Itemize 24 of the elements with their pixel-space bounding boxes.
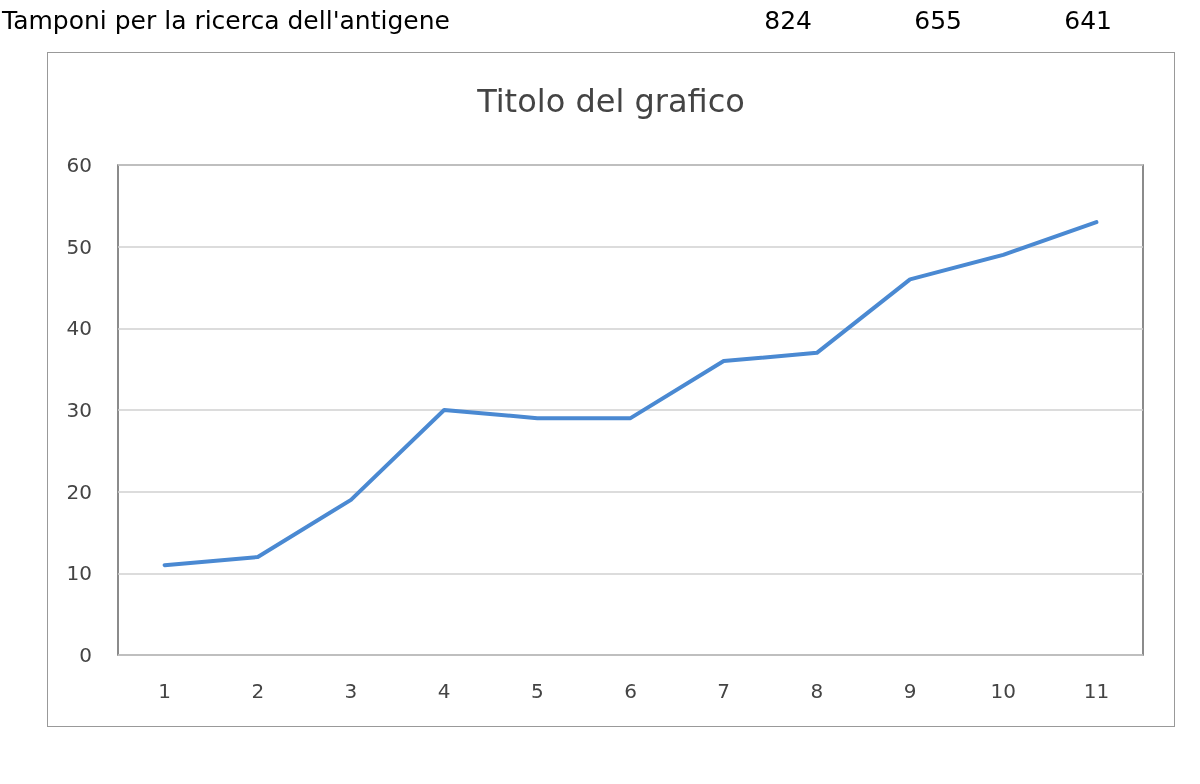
y-tick-label: 40 (66, 316, 92, 341)
text: 655 (914, 6, 962, 35)
text: Tamponi per la ricerca dell'antigene (2, 6, 450, 35)
chart-title: Titolo del grafico (476, 82, 745, 120)
text: 641 (1064, 6, 1112, 35)
x-tick-label: 5 (530, 679, 544, 703)
y-tick-label: 20 (66, 479, 92, 504)
y-tick-label: 10 (66, 561, 92, 586)
x-tick-label: 7 (717, 679, 731, 703)
y-tick-label: 50 (66, 234, 92, 259)
line-series (162, 220, 1099, 568)
y-tick-label: 30 (66, 398, 92, 422)
x-tick-label: 6 (624, 679, 637, 703)
text: 824 (764, 6, 812, 35)
x-tick-label: 9 (903, 679, 917, 703)
y-tick-label: 0 (79, 643, 92, 667)
x-tick-label: 8 (810, 679, 824, 703)
y-tick-label: 60 (66, 153, 92, 177)
x-tick-label: 10 (990, 679, 1016, 703)
x-tick-label: 3 (344, 679, 358, 703)
x-tick-label: 2 (251, 679, 265, 703)
x-tick-label: 1 (158, 679, 171, 703)
x-tick-label: 4 (437, 679, 451, 703)
x-tick-label: 11 (1083, 679, 1110, 703)
